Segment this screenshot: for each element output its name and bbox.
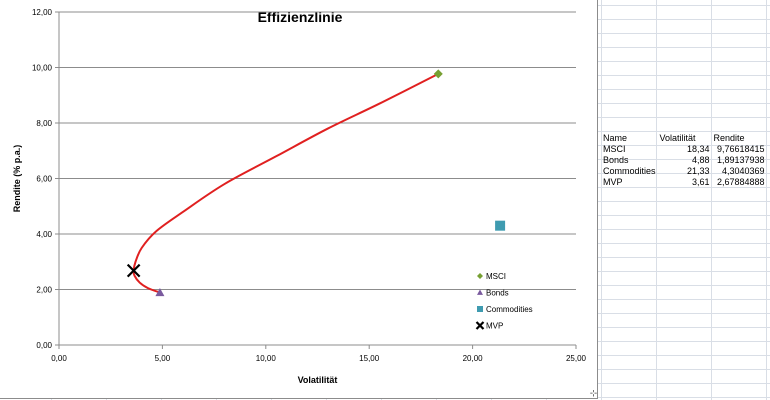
x-tick-label: 10,00 [256,354,277,363]
x-tick-label: 5,00 [155,354,171,363]
legend-label: MSCI [486,272,506,281]
x-tick-label: 20,00 [463,354,484,363]
y-axis-title: Rendite (% p.a.) [12,145,22,213]
data-points [126,69,506,297]
table-cell[interactable]: 9,76618415 [716,144,765,154]
legend-marker [475,321,485,330]
point-bonds [155,288,165,297]
data-table: Name Volatilität Rendite MSCI 18,34 9,7661841… [601,133,767,188]
table-header-cell[interactable]: Volatilität [659,133,696,143]
table-row: MSCI 18,34 9,76618415 [601,144,767,155]
gridlines [59,11,576,290]
table-row: Commodities 21,33 4,3040369 [601,166,767,177]
x-tick-labels: 0,00 5,00 10,00 15,00 20,00 25,00 [51,354,586,363]
efficient-frontier-curve-layer [132,72,439,294]
table-cell[interactable]: 21,33 [686,166,710,176]
x-tick-label: 25,00 [566,354,587,363]
y-tick-label: 6,00 [36,175,52,184]
y-tick-labels: 0,00 2,00 4,00 6,00 8,00 10,00 12,00 [32,8,53,350]
table-header-cell[interactable]: Rendite [713,133,745,143]
table-header-cell[interactable]: Name [603,133,628,143]
table-cell[interactable]: 1,89137938 [716,155,765,165]
table-cell[interactable]: 4,88 [691,155,710,165]
legend-marker [477,306,483,312]
table-cell[interactable]: Commodities [603,166,656,176]
legend-marker [477,289,483,295]
efficient-frontier-curve [132,72,439,294]
table-cell[interactable]: 18,34 [686,144,710,154]
point-commodities [495,220,506,231]
chart-resize-handle[interactable]: ⊹ [589,389,598,399]
x-tick-label: 15,00 [359,354,380,363]
legend-label: Bonds [486,289,509,298]
table-cell[interactable]: 4,3040369 [721,166,765,176]
table-row: Bonds 4,88 1,89137938 [601,155,767,166]
x-tick-label: 0,00 [51,354,67,363]
table-cell[interactable]: Bonds [603,155,629,165]
chart-title: Effizienzlinie [257,9,343,25]
table-row: MVP 3,61 2,67884888 [601,177,767,188]
chart-area[interactable]: Effizienzlinie 0,00 5,00 10,00 15,00 20,00 25… [0,0,598,399]
axes [55,11,577,349]
table-cell[interactable]: MSCI [603,144,626,154]
x-axis-title: Volatilität [298,375,338,385]
table-cell[interactable]: MVP [603,177,623,187]
y-tick-label: 4,00 [36,230,52,239]
y-tick-label: 12,00 [32,8,53,17]
y-tick-label: 0,00 [36,341,52,350]
y-tick-label: 2,00 [36,286,52,295]
table-cell[interactable]: 2,67884888 [716,177,765,187]
legend-label: Commodities [486,305,533,314]
point-mvp [126,263,141,278]
table-header-row: Name Volatilität Rendite [601,133,767,144]
scatter-chart: 0,00 5,00 10,00 15,00 20,00 25,00 0,00 2,00 4,0… [12,8,587,385]
point-msci [433,69,443,79]
table-cell[interactable]: 3,61 [691,177,710,187]
x-marker-stroke [475,321,485,330]
legend-label: MVP [486,322,503,331]
y-tick-label: 10,00 [32,64,53,73]
chart-legend: MSCI Bonds Commodities MVP [475,272,533,331]
x-marker-stroke [126,263,141,278]
y-tick-label: 8,00 [36,119,52,128]
legend-marker [477,273,483,279]
